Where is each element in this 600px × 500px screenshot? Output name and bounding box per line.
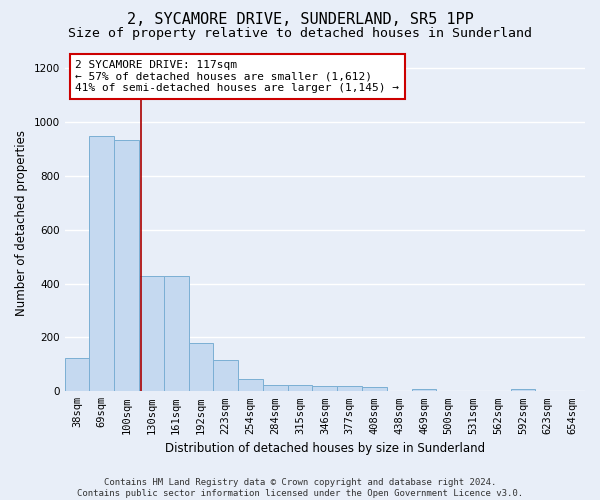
Bar <box>362 388 387 392</box>
Bar <box>65 358 89 392</box>
Bar <box>511 388 535 392</box>
Bar <box>337 386 362 392</box>
Bar <box>238 379 263 392</box>
Y-axis label: Number of detached properties: Number of detached properties <box>15 130 28 316</box>
Bar <box>188 343 214 392</box>
Text: Contains HM Land Registry data © Crown copyright and database right 2024.
Contai: Contains HM Land Registry data © Crown c… <box>77 478 523 498</box>
Bar <box>412 388 436 392</box>
X-axis label: Distribution of detached houses by size in Sunderland: Distribution of detached houses by size … <box>165 442 485 455</box>
Bar <box>214 360 238 392</box>
Bar <box>263 386 287 392</box>
Text: 2, SYCAMORE DRIVE, SUNDERLAND, SR5 1PP: 2, SYCAMORE DRIVE, SUNDERLAND, SR5 1PP <box>127 12 473 28</box>
Bar <box>139 276 164 392</box>
Bar <box>114 140 139 392</box>
Bar <box>164 276 188 392</box>
Bar <box>313 386 337 392</box>
Text: 2 SYCAMORE DRIVE: 117sqm
← 57% of detached houses are smaller (1,612)
41% of sem: 2 SYCAMORE DRIVE: 117sqm ← 57% of detach… <box>75 60 399 93</box>
Bar <box>89 136 114 392</box>
Text: Size of property relative to detached houses in Sunderland: Size of property relative to detached ho… <box>68 28 532 40</box>
Bar <box>287 386 313 392</box>
